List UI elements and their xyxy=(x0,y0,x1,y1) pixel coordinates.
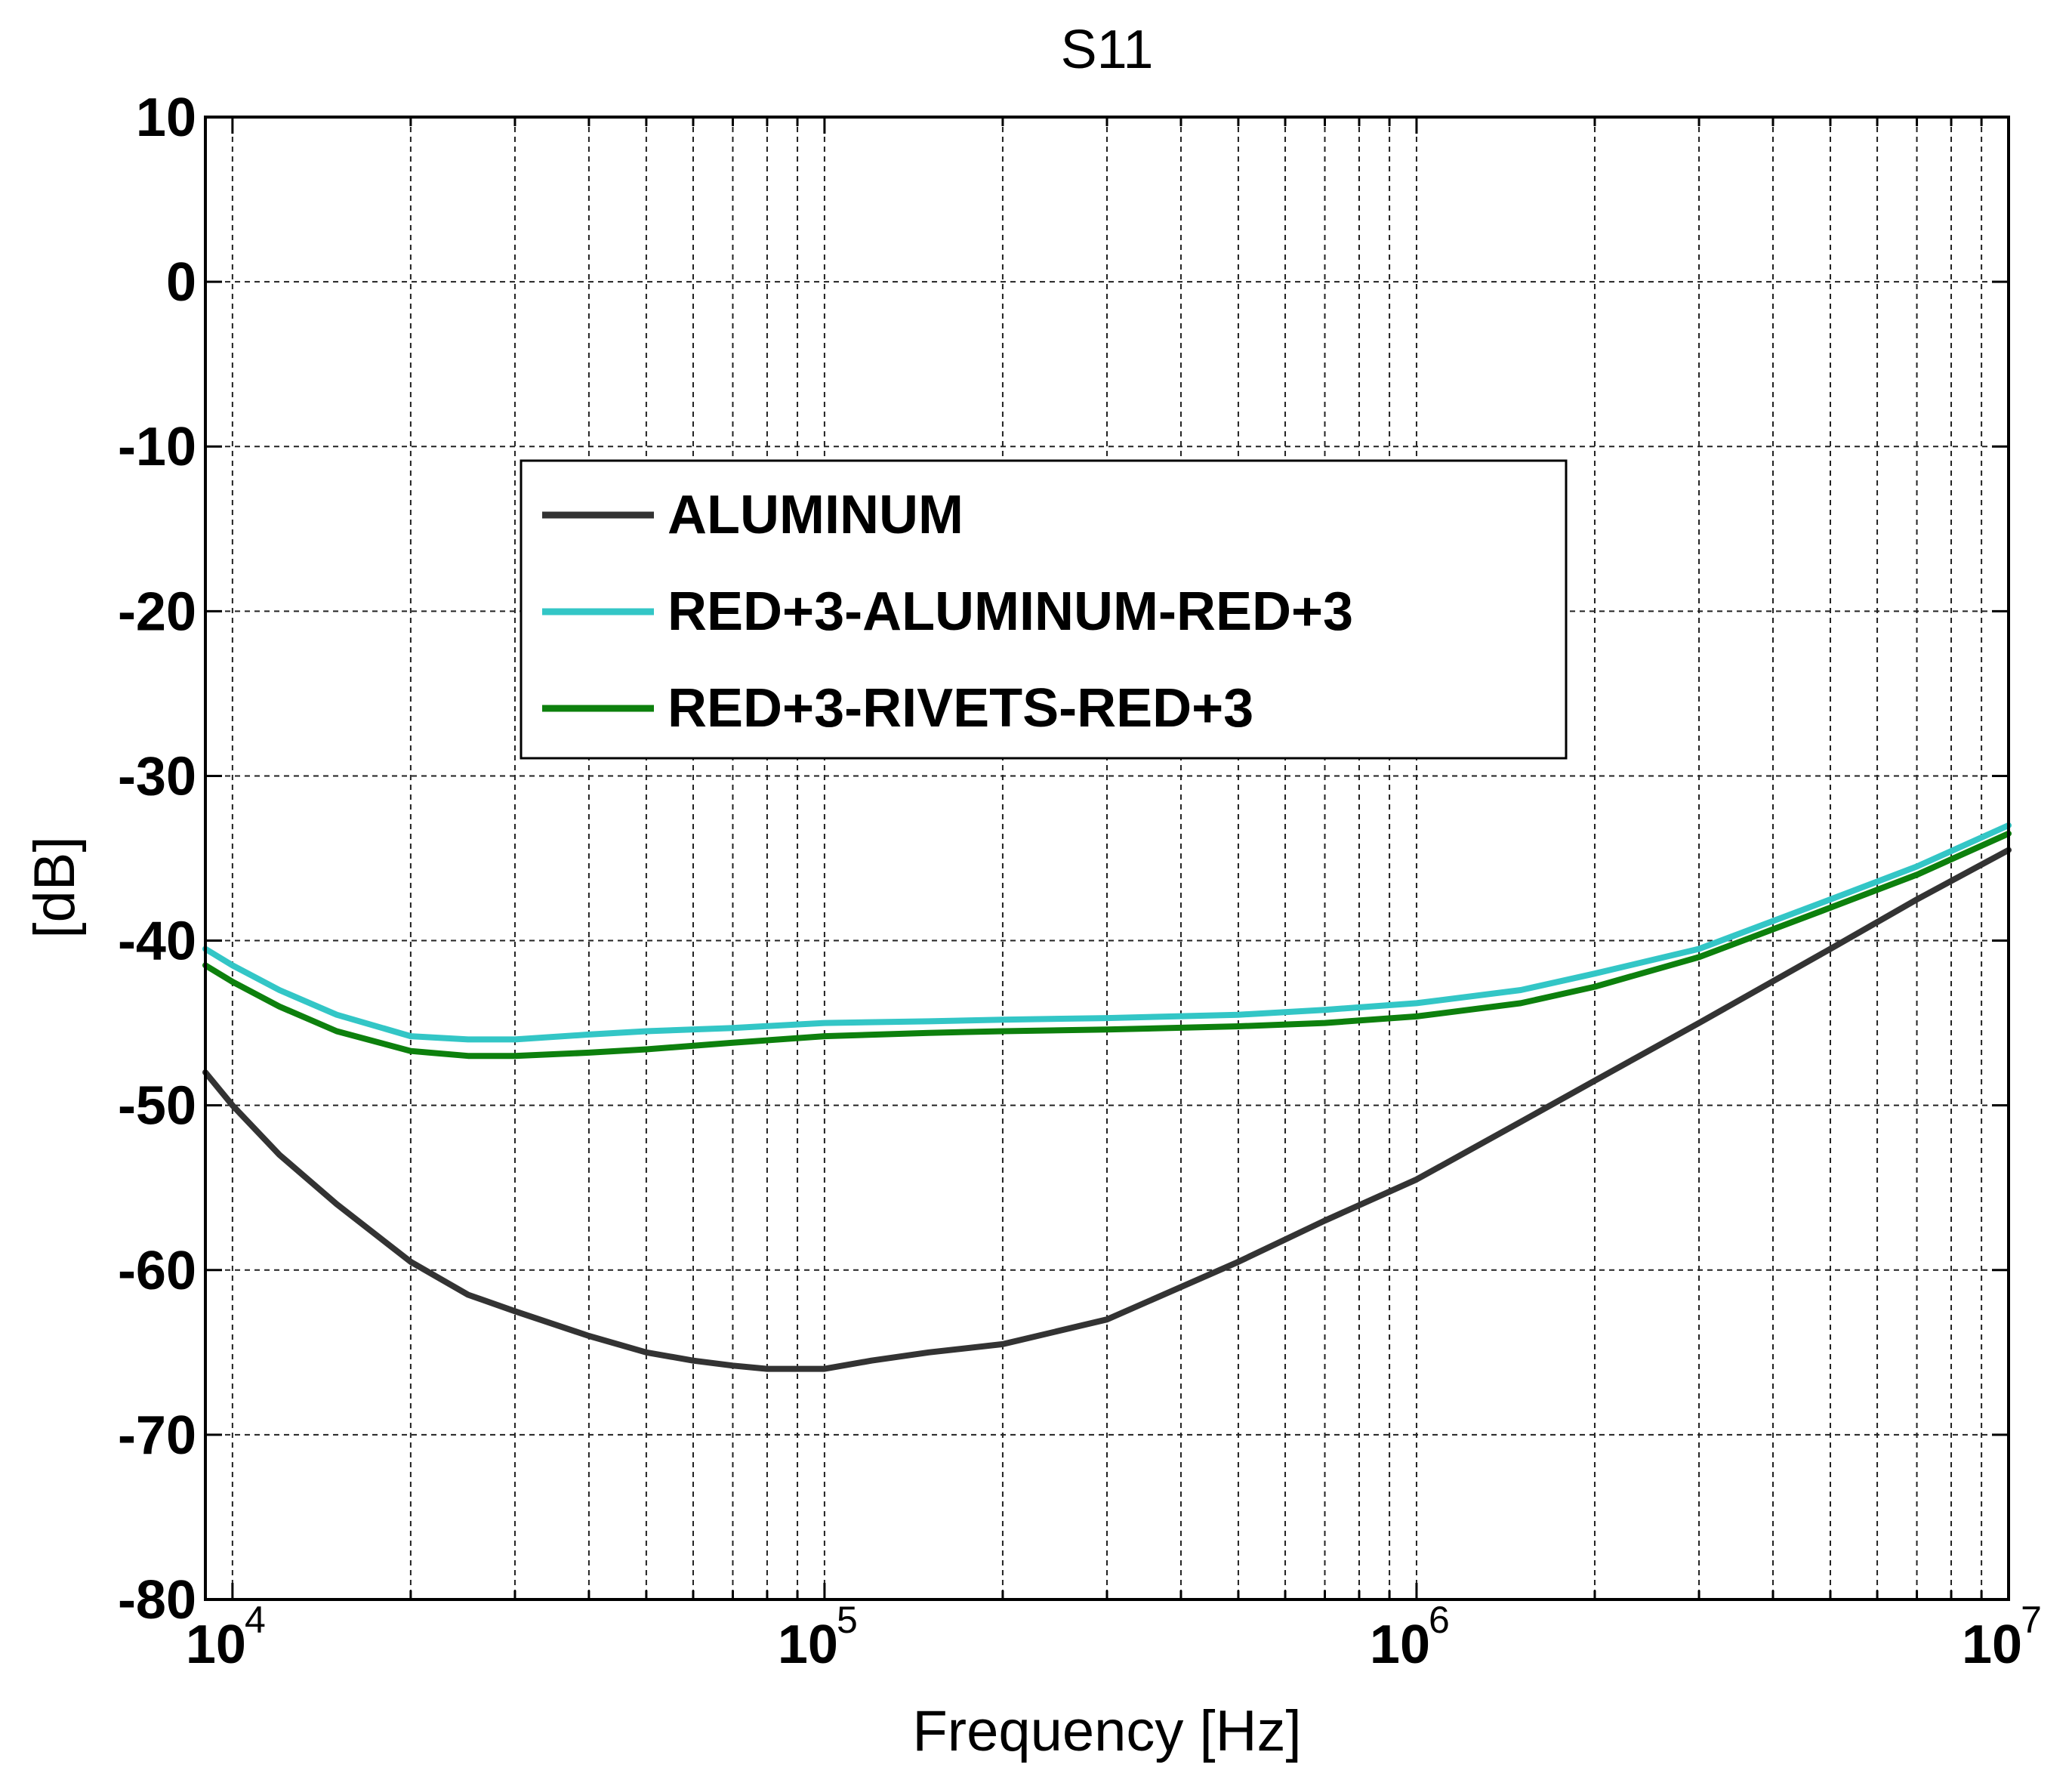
chart-title: S11 xyxy=(1061,20,1154,80)
x-tick-label: 10 xyxy=(778,1615,838,1675)
x-tick-exponent: 4 xyxy=(245,1599,266,1641)
y-tick-label: 10 xyxy=(136,88,196,148)
y-tick-label: 0 xyxy=(166,252,196,313)
x-tick-exponent: 7 xyxy=(2021,1599,2042,1641)
grid xyxy=(205,117,2009,1599)
series-line-aluminum xyxy=(202,847,2012,1372)
legend: ALUMINUM RED+3-ALUMINUM-RED+3 RED+3-RIVE… xyxy=(520,459,1568,760)
series-line-red-3-aluminum-red-3 xyxy=(202,822,2012,1043)
series-lines xyxy=(202,822,2012,1372)
y-tick-label: -40 xyxy=(118,912,196,972)
x-tick-exponent: 6 xyxy=(1429,1599,1450,1641)
x-tick-label: 10 xyxy=(186,1615,246,1675)
series-line-red-3-rivets-red-3 xyxy=(202,830,2012,1060)
legend-label-aluminum: ALUMINUM xyxy=(668,485,964,545)
x-axis-label: Frequency [Hz] xyxy=(912,1699,1301,1763)
y-tick-label: -80 xyxy=(118,1570,196,1630)
legend-box xyxy=(520,459,1568,760)
y-tick-label: -10 xyxy=(118,417,196,477)
y-axis-label: [dB] xyxy=(23,836,87,938)
y-tick-label: -50 xyxy=(118,1076,196,1137)
x-tick-exponent: 5 xyxy=(837,1599,858,1641)
legend-label-red3-aluminum-red3: RED+3-ALUMINUM-RED+3 xyxy=(668,581,1353,642)
y-tick-label: -20 xyxy=(118,581,196,642)
legend-label-red3-rivets-red3: RED+3-RIVETS-RED+3 xyxy=(668,678,1253,739)
y-tick-label: -30 xyxy=(118,746,196,807)
y-tick-label: -70 xyxy=(118,1405,196,1466)
x-tick-label: 10 xyxy=(1962,1615,2022,1675)
x-tick-label: 10 xyxy=(1370,1615,1430,1675)
y-tick-label: -60 xyxy=(118,1241,196,1301)
